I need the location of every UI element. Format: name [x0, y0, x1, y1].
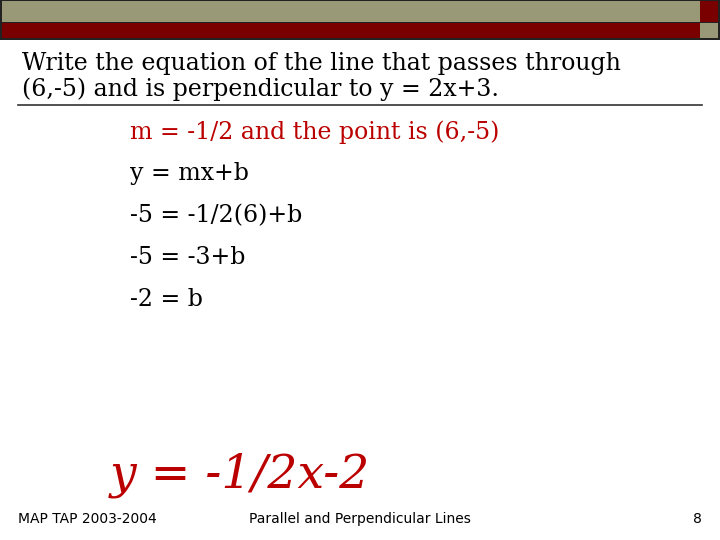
- Text: -5 = -3+b: -5 = -3+b: [130, 246, 246, 269]
- Bar: [0, 0, 720, 40]
- Text: -5 = -1/2(6)+b: -5 = -1/2(6)+b: [130, 204, 302, 227]
- Text: y = mx+b: y = mx+b: [130, 162, 249, 185]
- Text: (6,-5) and is perpendicular to y = 2x+3.: (6,-5) and is perpendicular to y = 2x+3.: [22, 77, 499, 100]
- Text: Parallel and Perpendicular Lines: Parallel and Perpendicular Lines: [249, 512, 471, 526]
- Bar: [700, 1, 718, 22]
- Text: Write the equation of the line that passes through: Write the equation of the line that pass…: [22, 52, 621, 75]
- Text: y = -1/2x-2: y = -1/2x-2: [110, 452, 370, 497]
- Text: m = -1/2 and the point is (6,-5): m = -1/2 and the point is (6,-5): [130, 120, 500, 144]
- Bar: [2, 23, 718, 38]
- Text: 8: 8: [693, 512, 702, 526]
- Bar: [700, 23, 718, 38]
- Text: -2 = b: -2 = b: [130, 288, 203, 311]
- Bar: [2, 1, 700, 22]
- Text: MAP TAP 2003-2004: MAP TAP 2003-2004: [18, 512, 157, 526]
